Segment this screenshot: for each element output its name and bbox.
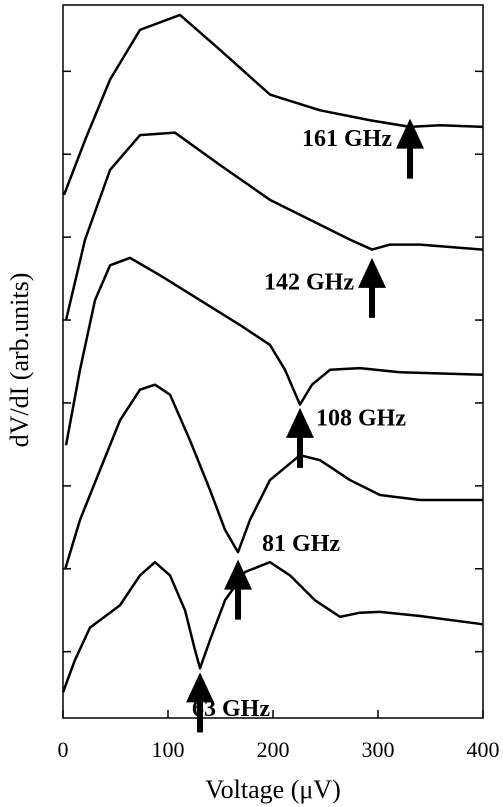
x-tick-label: 0 [58,737,69,762]
y-axis-label: dV/dI (arb.units) [5,273,34,448]
curve [64,131,484,321]
annotation: 63 GHz [192,696,270,722]
arrow [186,672,215,733]
x-tick-label: 100 [152,737,185,762]
curve [63,383,483,570]
arrow [358,257,387,318]
plot-frame [62,4,484,719]
curve [61,560,484,693]
annotation: 161 GHz [302,126,392,152]
arrow [396,118,425,179]
annotation: 142 GHz [264,269,354,295]
x-tick-label: 200 [257,737,290,762]
annotation: 81 GHz [262,531,340,557]
arrow [285,407,314,468]
x-tick-label: 300 [362,737,395,762]
curve [64,256,484,446]
curve [62,13,484,196]
x-axis-label: Voltage (μV) [205,775,340,804]
arrow [224,559,253,620]
annotation: 108 GHz [316,405,406,431]
x-tick-label: 400 [467,737,500,762]
